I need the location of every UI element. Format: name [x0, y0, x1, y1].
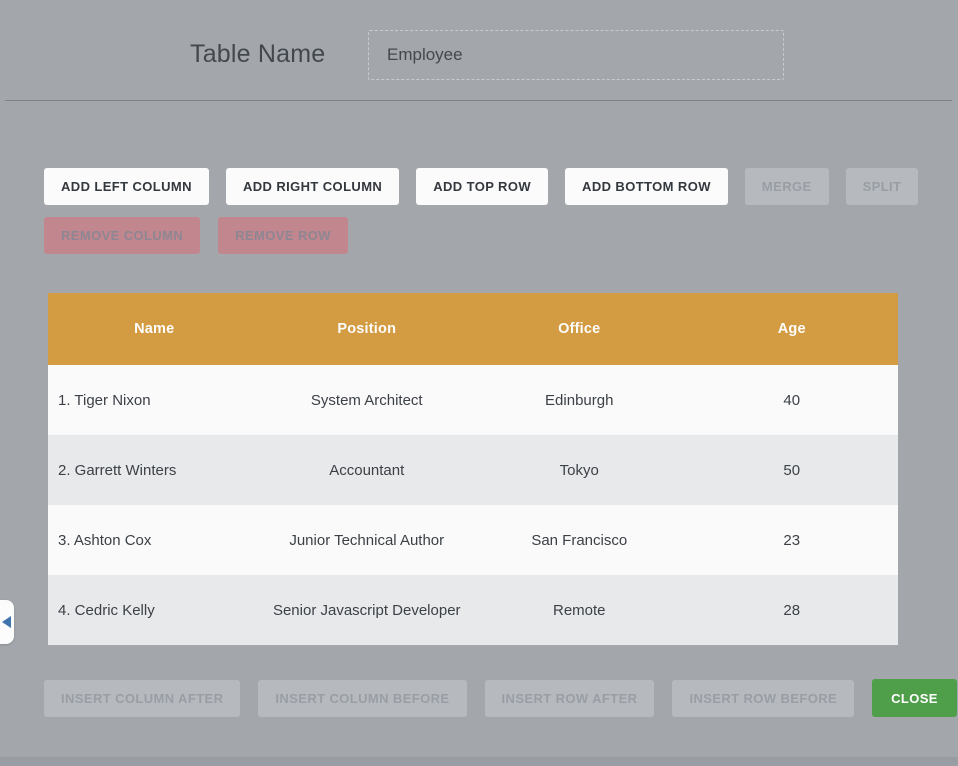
insert-row-after-button[interactable]: INSERT ROW AFTER: [484, 679, 655, 717]
table-body: 1. Tiger Nixon System Architect Edinburgh 4…: [48, 365, 898, 645]
table-cell[interactable]: 23: [783, 531, 801, 549]
toolbar-row-2: REMOVE COLUMN REMOVE ROW: [44, 217, 348, 254]
employee-table: Name Position Office Age 1. Tiger Nixon Syst…: [48, 293, 898, 645]
column-header-age[interactable]: Age: [777, 321, 806, 337]
left-arrow-icon: [2, 616, 11, 628]
table-cell[interactable]: San Francisco: [531, 531, 628, 549]
table-cell[interactable]: Junior Technical Author: [289, 531, 445, 549]
table-cell[interactable]: 4. Cedric Kelly: [58, 601, 155, 619]
column-header-office[interactable]: Office: [558, 321, 601, 337]
merge-button[interactable]: MERGE: [744, 168, 829, 205]
toolbar-row-1: ADD LEFT COLUMN ADD RIGHT COLUMN ADD TOP R…: [44, 168, 919, 205]
footer-toolbar: INSERT COLUMN AFTER INSERT COLUMN BEFORE I…: [44, 679, 957, 717]
add-right-column-button[interactable]: ADD RIGHT COLUMN: [225, 168, 400, 205]
split-button[interactable]: SPLIT: [845, 168, 919, 205]
table-cell[interactable]: Accountant: [329, 461, 405, 479]
table-cell[interactable]: Edinburgh: [545, 391, 614, 409]
table-cell[interactable]: Tokyo: [559, 461, 599, 479]
table-row: 4. Cedric Kelly Senior Javascript Develop…: [48, 575, 898, 645]
remove-column-button[interactable]: REMOVE COLUMN: [44, 217, 201, 254]
table-cell[interactable]: 3. Ashton Cox: [58, 531, 152, 549]
add-bottom-row-button[interactable]: ADD BOTTOM ROW: [565, 168, 728, 205]
table-row: 3. Ashton Cox Junior Technical Author San …: [48, 505, 898, 575]
table-cell[interactable]: Senior Javascript Developer: [272, 601, 461, 619]
column-header-name[interactable]: Name: [134, 321, 175, 337]
insert-column-after-button[interactable]: INSERT COLUMN AFTER: [44, 679, 241, 717]
add-left-column-button[interactable]: ADD LEFT COLUMN: [44, 168, 209, 205]
table-name-label: Table Name: [190, 40, 326, 68]
table-cell[interactable]: 40: [783, 391, 801, 409]
header-divider: [5, 100, 952, 101]
insert-column-before-button[interactable]: INSERT COLUMN BEFORE: [258, 679, 467, 717]
table-cell[interactable]: 50: [783, 461, 801, 479]
table-cell[interactable]: System Architect: [310, 391, 423, 409]
table-cell[interactable]: 1. Tiger Nixon: [58, 391, 151, 409]
add-top-row-button[interactable]: ADD TOP ROW: [416, 168, 549, 205]
remove-row-button[interactable]: REMOVE ROW: [218, 217, 348, 254]
table-row: 1. Tiger Nixon System Architect Edinburgh 4…: [48, 365, 898, 435]
column-header-position[interactable]: Position: [337, 321, 397, 337]
table-cell[interactable]: 2. Garrett Winters: [58, 461, 177, 479]
table-header-row: Name Position Office Age: [48, 293, 898, 365]
insert-row-before-button[interactable]: INSERT ROW BEFORE: [672, 679, 855, 717]
table-name-input[interactable]: [368, 30, 784, 80]
bottom-shade: [0, 757, 958, 766]
table-row: 2. Garrett Winters Accountant Tokyo 50: [48, 435, 898, 505]
close-button[interactable]: CLOSE: [872, 679, 957, 717]
collapse-panel-tab[interactable]: [0, 600, 14, 644]
table-cell[interactable]: Remote: [552, 601, 606, 619]
table-cell[interactable]: 28: [783, 601, 801, 619]
